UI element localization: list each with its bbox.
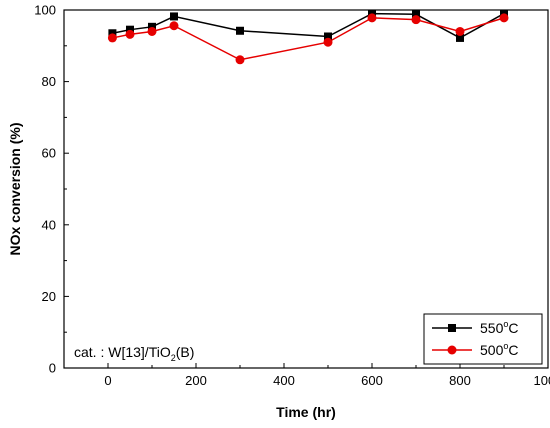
x-tick-label: 0 bbox=[104, 373, 111, 388]
data-point-500 bbox=[235, 55, 245, 65]
series-points bbox=[107, 9, 509, 65]
catalyst-annotation-subscript: 2 bbox=[171, 353, 176, 363]
catalyst-annotation: cat. : W[13]/TiO2(B) bbox=[74, 344, 194, 363]
data-point-550 bbox=[456, 33, 464, 42]
x-tick-label: 800 bbox=[449, 373, 471, 388]
data-point-550 bbox=[148, 22, 156, 31]
legend-label-550: 550oC bbox=[480, 319, 519, 336]
legend-marker-500 bbox=[447, 345, 457, 355]
y-tick-label: 40 bbox=[42, 217, 56, 232]
data-point-500 bbox=[411, 15, 421, 25]
catalyst-annotation-suffix: (B) bbox=[176, 344, 195, 360]
data-point-500 bbox=[125, 29, 135, 39]
data-point-550 bbox=[170, 12, 178, 21]
data-point-500 bbox=[169, 21, 179, 31]
x-tick-label: 200 bbox=[185, 373, 207, 388]
data-point-550 bbox=[412, 10, 420, 19]
legend-label-500: 500oC bbox=[480, 341, 519, 358]
y-tick-label: 60 bbox=[42, 146, 56, 161]
legend-marker-550 bbox=[448, 324, 456, 332]
x-tick-label: 600 bbox=[361, 373, 383, 388]
series-line-1 bbox=[112, 17, 505, 61]
data-point-500 bbox=[147, 26, 157, 36]
y-tick-label: 100 bbox=[34, 3, 56, 18]
data-point-500 bbox=[367, 13, 377, 23]
y-axis-title: NOx conversion (%) bbox=[7, 122, 23, 255]
data-point-500 bbox=[107, 33, 117, 43]
data-point-500 bbox=[499, 13, 509, 23]
y-tick-label: 20 bbox=[42, 289, 56, 304]
data-point-500 bbox=[455, 26, 465, 36]
legend: 550oC 500oC bbox=[423, 313, 543, 365]
data-point-550 bbox=[236, 26, 244, 35]
legend-box bbox=[423, 313, 543, 365]
y-tick-label: 80 bbox=[42, 74, 56, 89]
data-point-500 bbox=[323, 37, 333, 47]
data-point-550 bbox=[108, 29, 117, 38]
x-tick-label: 400 bbox=[273, 373, 295, 388]
x-tick-label: 1000 bbox=[534, 373, 550, 388]
axis-tick-labels: 0 200 400 600 800 1000 0 20 40 60 80 100 bbox=[34, 3, 550, 389]
data-point-550 bbox=[126, 25, 134, 34]
data-point-550 bbox=[324, 32, 332, 41]
x-axis-title: Time (hr) bbox=[276, 404, 336, 420]
catalyst-annotation-prefix: cat. : W[13]/TiO bbox=[74, 344, 171, 360]
axis-ticks bbox=[63, 9, 549, 369]
series-lines bbox=[112, 12, 505, 61]
y-tick-label: 0 bbox=[49, 361, 56, 376]
